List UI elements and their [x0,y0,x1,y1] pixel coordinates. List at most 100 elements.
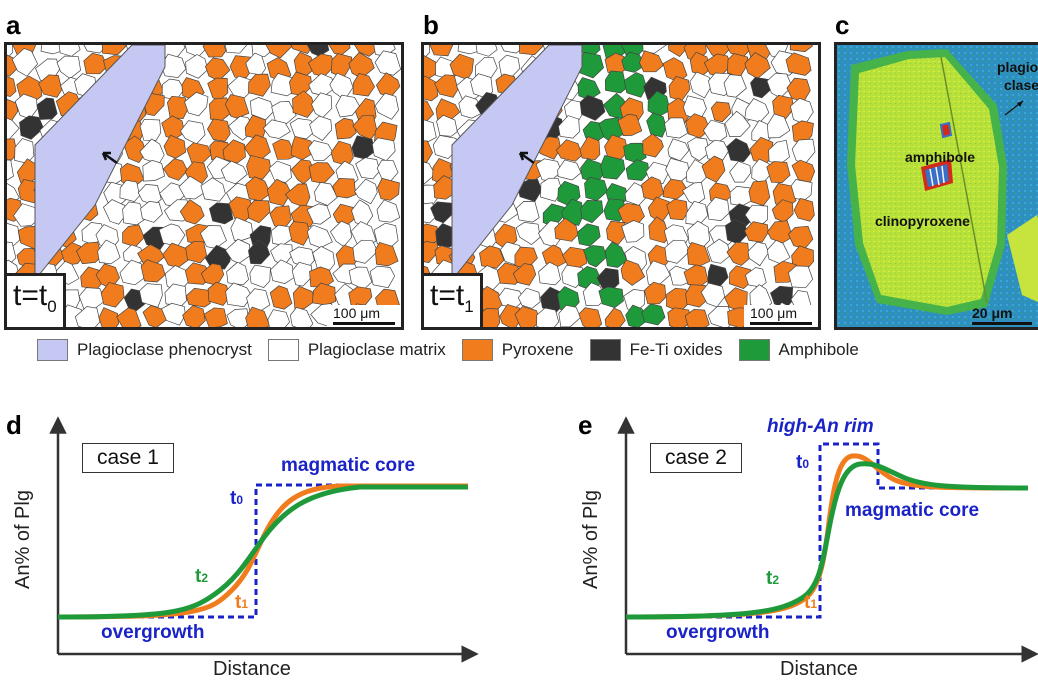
grain [11,47,39,77]
grain [538,261,561,286]
grain [724,110,751,137]
grain [185,240,208,264]
magmatic-core-label-e: magmatic core [845,500,980,521]
grain [377,177,400,201]
grain [424,161,436,184]
grain [202,45,227,58]
grain [7,76,17,97]
graph-d: case 1 magmatic core overgrowth t0 t2 t1… [12,416,479,680]
grain [667,307,692,327]
grain [246,154,272,180]
grain [475,45,498,57]
grain [272,138,297,160]
grain [578,307,603,327]
grain [582,282,606,306]
grain [266,178,292,207]
legend: Plagioclase phenocryst Plagioclase matri… [37,339,875,361]
grain [74,306,101,327]
grain [424,100,435,125]
grain [641,303,666,326]
grain [119,179,140,202]
grain [579,94,606,121]
legend-item-fe-ti-oxides: Fe-Ti oxides [589,339,723,361]
grain [332,177,357,199]
scale-bar-c: 20 μm [966,305,1038,327]
grain [288,221,311,246]
x-axis-label-d: Distance [213,658,291,680]
panel-letter-b: b [423,10,439,40]
grain [648,216,670,244]
grain [617,113,643,136]
micrograph-c: plagio- clase amphibole clinopyroxene 20… [834,42,1038,330]
grain [36,97,58,120]
grain [374,241,399,267]
grain [224,94,250,119]
grain [436,114,458,137]
grain [7,159,14,181]
grain [139,283,163,308]
grain [689,71,712,99]
grain [479,245,505,269]
grain [766,161,791,183]
grain [376,199,401,223]
plagioclase-label-line1: plagio- [997,59,1038,75]
grain [621,51,647,73]
grain [206,118,231,142]
grain [265,45,292,59]
t1-label-d: t1 [235,592,249,613]
grain [352,239,379,264]
grain [220,160,248,185]
legend-item-plagioclase-phenocryst: Plagioclase phenocryst [37,339,252,361]
grain [540,177,563,202]
grain [230,216,254,241]
grain [140,201,163,223]
grain [458,95,484,119]
graph-d-svg [49,416,479,663]
grain [514,306,541,327]
legend-label: Pyroxene [501,340,574,359]
grain [726,241,750,266]
panel-letter-d: d [6,410,22,440]
grain [604,241,628,268]
grain [185,54,209,79]
grain [352,72,376,97]
grain [139,118,162,141]
grain [623,72,647,98]
t2-profile-d [57,484,468,620]
grain [582,245,607,268]
grain [140,259,166,283]
overgrowth-label-e: overgrowth [666,622,770,643]
t1-label-e: t1 [804,592,818,613]
t0-label-e: t0 [796,452,810,473]
micrograph-b: t=t1 100 μm [421,42,821,330]
grain [788,265,814,289]
grain [292,285,316,310]
grain [604,70,627,94]
grain [766,113,791,139]
grain [639,50,664,73]
scale-bar-a: 100 μm [327,305,401,327]
t2-label-e: t2 [766,568,780,589]
legend-item-pyroxene: Pyroxene [461,339,574,361]
grain [355,157,381,180]
grain [222,139,246,164]
scale-bar-b: 100 μm [744,305,818,327]
legend-swatch [738,339,770,361]
grain [182,305,206,327]
grain [512,263,537,286]
grain [100,282,125,308]
grain [309,115,333,141]
grain [306,203,332,225]
grain [162,158,188,181]
case-label-e: case 2 [650,443,742,473]
grain [269,285,293,310]
grain [369,265,396,289]
grain [516,201,540,223]
growth-direction-arrow [101,151,118,165]
grain [19,115,44,140]
grain [292,90,316,118]
grain [785,52,812,76]
grain [558,115,580,139]
grain [119,259,146,286]
